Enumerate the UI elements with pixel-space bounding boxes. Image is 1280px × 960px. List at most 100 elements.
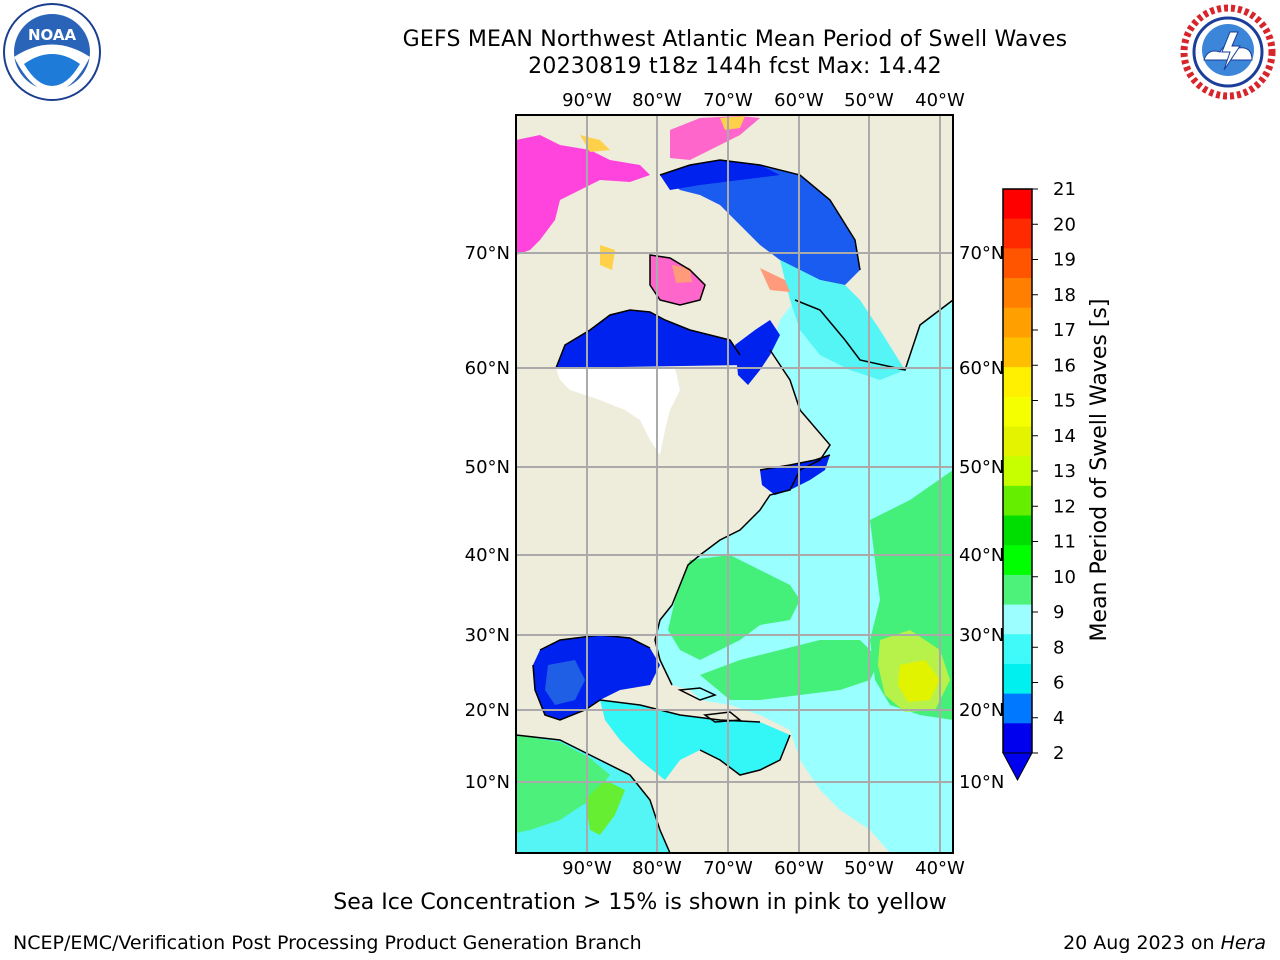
lon-label-top: 90°W (562, 90, 612, 111)
colorbar-swatch (1003, 604, 1032, 635)
swell-patch-west-atlantic (668, 555, 800, 660)
map-area (516, 115, 953, 853)
colorbar-swatch (1003, 574, 1032, 606)
colorbar-swatch (1003, 485, 1032, 517)
lon-label-top: 70°W (703, 90, 753, 111)
lat-label-left: 60°N (465, 358, 510, 379)
chart-subtitle: 20230819 t18z 144h fcst Max: 14.42 (528, 54, 942, 79)
sea-ice-caption-text: Sea Ice Concentration > 15% is shown in … (333, 890, 947, 915)
lon-label-bottom: 70°W (703, 858, 753, 879)
colorbar-tick-label: 17 (1053, 320, 1076, 341)
lat-labels-left: 70°N 60°N 50°N 40°N 30°N 20°N 10°N (465, 243, 510, 793)
colorbar-tick-label: 9 (1053, 602, 1064, 623)
gulf-of-st-lawrence-field (760, 455, 830, 495)
colorbar-tick-label: 16 (1053, 355, 1076, 376)
colorbar-tick-label: 4 (1053, 708, 1064, 729)
sea-ice-yellow-2 (600, 245, 615, 270)
pacific-green-strip (585, 780, 625, 835)
lat-label-right: 20°N (959, 700, 1004, 721)
colorbar-tick-label: 11 (1053, 532, 1076, 553)
colorbar-extend-arrow (1002, 752, 1033, 782)
colorbar-tick-label: 10 (1053, 567, 1076, 588)
lon-label-bottom: 80°W (632, 858, 682, 879)
lon-label-top: 80°W (632, 90, 682, 111)
sea-ice-arctic-west (516, 135, 650, 255)
colorbar-swatch (1003, 456, 1032, 487)
lat-label-right: 40°N (959, 545, 1004, 566)
colorbar-swatch (1003, 693, 1032, 724)
lat-label-right: 30°N (959, 625, 1004, 646)
sea-ice-caption: Sea Ice Concentration > 15% is shown in … (0, 890, 1280, 915)
lat-label-right: 10°N (959, 772, 1004, 793)
footer-date-text: 20 Aug 2023 on (1063, 932, 1215, 954)
footer-organization: NCEP/EMC/Verification Post Processing Pr… (13, 932, 642, 954)
colorbar-tick-label: 12 (1053, 496, 1076, 517)
lat-label-left: 20°N (465, 700, 510, 721)
lat-label-right: 70°N (959, 243, 1004, 264)
atlantic-ocean-field (655, 300, 953, 853)
labrador-sea-field (780, 260, 905, 380)
colorbar-tick-label: 20 (1053, 214, 1076, 235)
lon-labels-bottom: 90°W 80°W 70°W 60°W 50°W 40°W (562, 858, 965, 879)
grid-lines (516, 115, 953, 853)
colorbar-swatch (1003, 278, 1032, 309)
lon-labels-top: 90°W 80°W 70°W 60°W 50°W 40°W (562, 90, 965, 111)
lat-label-left: 30°N (465, 625, 510, 646)
swell-patch-central-atlantic (700, 640, 880, 700)
lon-label-bottom: 40°W (915, 858, 965, 879)
gulf-inner-field (545, 660, 585, 705)
colorbar-tick-label: 19 (1053, 250, 1076, 271)
svg-text:NOAA: NOAA (28, 26, 77, 44)
colorbar-tick-label: 21 (1053, 179, 1076, 200)
map-frame (515, 114, 954, 854)
lon-label-bottom: 50°W (844, 858, 894, 879)
lon-label-top: 50°W (844, 90, 894, 111)
colorbar-swatch (1003, 515, 1032, 546)
lon-label-top: 40°W (915, 90, 965, 111)
lat-label-left: 40°N (465, 545, 510, 566)
colorbar-swatch (1003, 367, 1032, 398)
lon-label-bottom: 60°W (774, 858, 824, 879)
colorbar-tick-label: 14 (1053, 426, 1076, 447)
sea-ice-orange-1 (672, 265, 692, 283)
caribbean-sea-field (600, 700, 790, 780)
noaa-logo: NOAA (3, 3, 101, 101)
colorbar-title: Mean Period of Swell Waves [s] (1087, 299, 1112, 642)
colorbar-swatch (1003, 663, 1032, 695)
colorbar-swatch (1003, 634, 1032, 665)
colorbar-swatch (1003, 189, 1032, 220)
hudson-bay-field (556, 310, 745, 368)
swell-patch-max (898, 660, 940, 702)
colorbar-swatch (1003, 545, 1032, 576)
colorbar-tick-label: 8 (1053, 637, 1064, 658)
nws-logo (1179, 3, 1277, 101)
lon-label-bottom: 90°W (562, 858, 612, 879)
colorbar-swatch (1003, 307, 1032, 338)
lat-label-left: 50°N (465, 457, 510, 478)
colorbar-tick-label: 18 (1053, 285, 1076, 306)
colorbar-tick-label: 6 (1053, 673, 1064, 694)
colorbar-swatch (1003, 218, 1032, 249)
lat-label-right: 60°N (959, 358, 1004, 379)
colorbar: 21 20 19 18 17 16 15 14 13 12 11 10 9 8 6 4 2 (1002, 179, 1076, 782)
colorbar-swatch (1003, 337, 1032, 368)
colorbar-swatch (1003, 426, 1032, 457)
colorbar-tick-label: 13 (1053, 461, 1076, 482)
lat-label-left: 70°N (465, 243, 510, 264)
colorbar-tick-label: 15 (1053, 391, 1076, 412)
colorbar-swatch (1003, 248, 1032, 279)
baffin-bay-edge-dark (660, 160, 780, 190)
lat-label-left: 10°N (465, 772, 510, 793)
colorbar-swatch (1003, 396, 1032, 427)
sea-ice-yellow-3 (720, 116, 745, 130)
lat-label-right: 50°N (959, 457, 1004, 478)
colorbar-tick-label: 2 (1053, 743, 1064, 764)
sea-ice-orange-2 (760, 268, 790, 292)
footer-host: Hera (1220, 932, 1266, 954)
footer-date: 20 Aug 2023 on Hera (1063, 932, 1266, 954)
chart-title: GEFS MEAN Northwest Atlantic Mean Period… (402, 27, 1068, 52)
colorbar-swatch (1003, 723, 1032, 754)
lat-labels-right: 70°N 60°N 50°N 40°N 30°N 20°N 10°N (959, 243, 1004, 793)
lon-label-top: 60°W (774, 90, 824, 111)
